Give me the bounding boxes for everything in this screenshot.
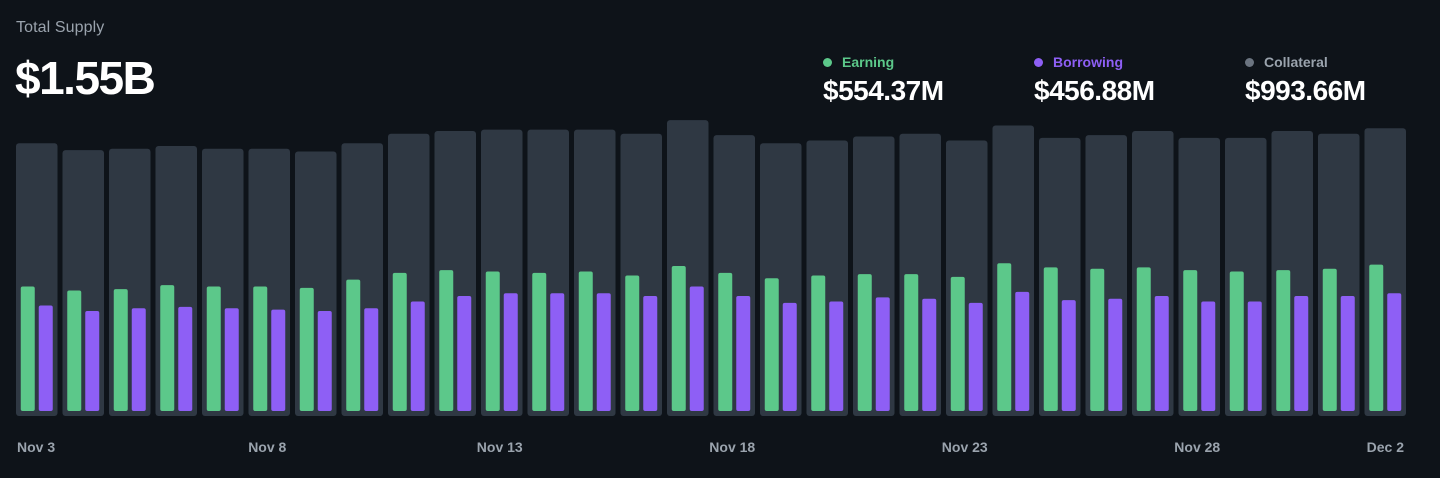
x-tick-label: Nov 8 (248, 439, 286, 455)
borrowing-bar (922, 298, 937, 411)
x-tick-label: Nov 3 (17, 439, 55, 455)
legend-item-collateral: Collateral $993.66M (1245, 52, 1366, 107)
x-tick-label: Nov 28 (1174, 439, 1220, 455)
borrowing-bar (131, 308, 146, 411)
x-axis-ticks: Nov 3 Nov 8 Nov 13 Nov 18 Nov 23 Nov 28 Dec 2 (17, 439, 1404, 455)
borrowing-bar (1015, 291, 1030, 411)
earning-bar (1229, 271, 1244, 411)
earning-dot-icon (823, 57, 832, 67)
earning-bar (1369, 264, 1384, 411)
earning-bar (997, 263, 1012, 411)
earning-bar (20, 286, 35, 411)
borrowing-bar (1294, 296, 1309, 411)
earning-bar (1276, 270, 1291, 411)
borrowing-bar (1201, 301, 1216, 411)
earning-bar (718, 272, 733, 411)
earning-bar (764, 278, 779, 411)
borrowing-bar (1061, 300, 1076, 411)
total-supply-value: $1.55B (15, 52, 156, 104)
earning-bar (671, 266, 686, 411)
borrowing-bar (829, 301, 844, 411)
x-tick-label: Nov 18 (709, 439, 755, 455)
earning-bar (578, 271, 593, 411)
earning-bar (113, 289, 128, 411)
earning-bar (1090, 268, 1105, 411)
earning-bar (904, 274, 919, 411)
borrowing-bar (596, 293, 611, 411)
borrowing-bar (364, 308, 379, 411)
borrowing-bar (782, 302, 797, 411)
borrowing-bar (271, 309, 286, 411)
earning-bar (160, 285, 175, 411)
borrowing-value: $456.88M (1034, 75, 1155, 106)
borrowing-bar (689, 286, 704, 411)
earning-bar (1322, 268, 1337, 411)
earning-bar (532, 272, 547, 411)
borrowing-dot-icon (1034, 57, 1043, 67)
earning-bar (811, 275, 826, 411)
borrowing-bar (457, 296, 472, 411)
borrowing-bar (875, 297, 890, 411)
borrowing-bar (1387, 293, 1402, 411)
borrowing-bar (968, 302, 983, 411)
legend-text-borrowing: Borrowing (1053, 54, 1123, 70)
borrowing-bar (224, 308, 239, 411)
borrowing-bar (736, 296, 751, 411)
borrowing-bar (1247, 301, 1262, 411)
earning-bar (67, 290, 82, 411)
collateral-dot-icon (1245, 57, 1254, 67)
earning-bar (439, 270, 454, 411)
earning-bar (206, 286, 221, 411)
chart-title: Total Supply (16, 19, 105, 36)
borrowing-bar (1154, 296, 1169, 411)
borrowing-bar (643, 296, 658, 411)
earning-bar (253, 286, 268, 411)
legend-text-collateral: Collateral (1264, 54, 1328, 70)
earning-bar (485, 271, 500, 411)
earning-bar (299, 287, 314, 411)
x-tick-label: Nov 23 (942, 439, 988, 455)
earning-bar (857, 274, 872, 411)
legend-text-earning: Earning (842, 54, 895, 70)
earning-bar (346, 279, 361, 411)
bars-group (16, 120, 1406, 417)
borrowing-bar (178, 306, 193, 411)
borrowing-bar (38, 305, 53, 411)
borrowing-bar (550, 293, 565, 411)
earning-bar (950, 276, 965, 411)
borrowing-bar (1340, 296, 1355, 411)
borrowing-bar (503, 293, 518, 411)
earning-bar (625, 275, 640, 411)
borrowing-bar (85, 311, 100, 411)
earning-bar (1183, 270, 1198, 411)
x-tick-label: Dec 2 (1367, 439, 1405, 455)
earning-value: $554.37M (823, 75, 944, 106)
collateral-value: $993.66M (1245, 75, 1366, 106)
legend-item-earning: Earning $554.37M (823, 52, 944, 107)
legend-label-collateral: Collateral (1245, 52, 1366, 72)
earning-bar (1043, 267, 1058, 411)
legend-label-earning: Earning (823, 52, 944, 72)
x-tick-label: Nov 13 (477, 439, 523, 455)
earning-bar (1136, 267, 1151, 411)
legend-item-borrowing: Borrowing $456.88M (1034, 52, 1155, 107)
legend-label-borrowing: Borrowing (1034, 52, 1155, 72)
borrowing-bar (1108, 298, 1123, 411)
borrowing-bar (410, 301, 425, 411)
borrowing-bar (317, 311, 332, 411)
earning-bar (392, 272, 407, 411)
